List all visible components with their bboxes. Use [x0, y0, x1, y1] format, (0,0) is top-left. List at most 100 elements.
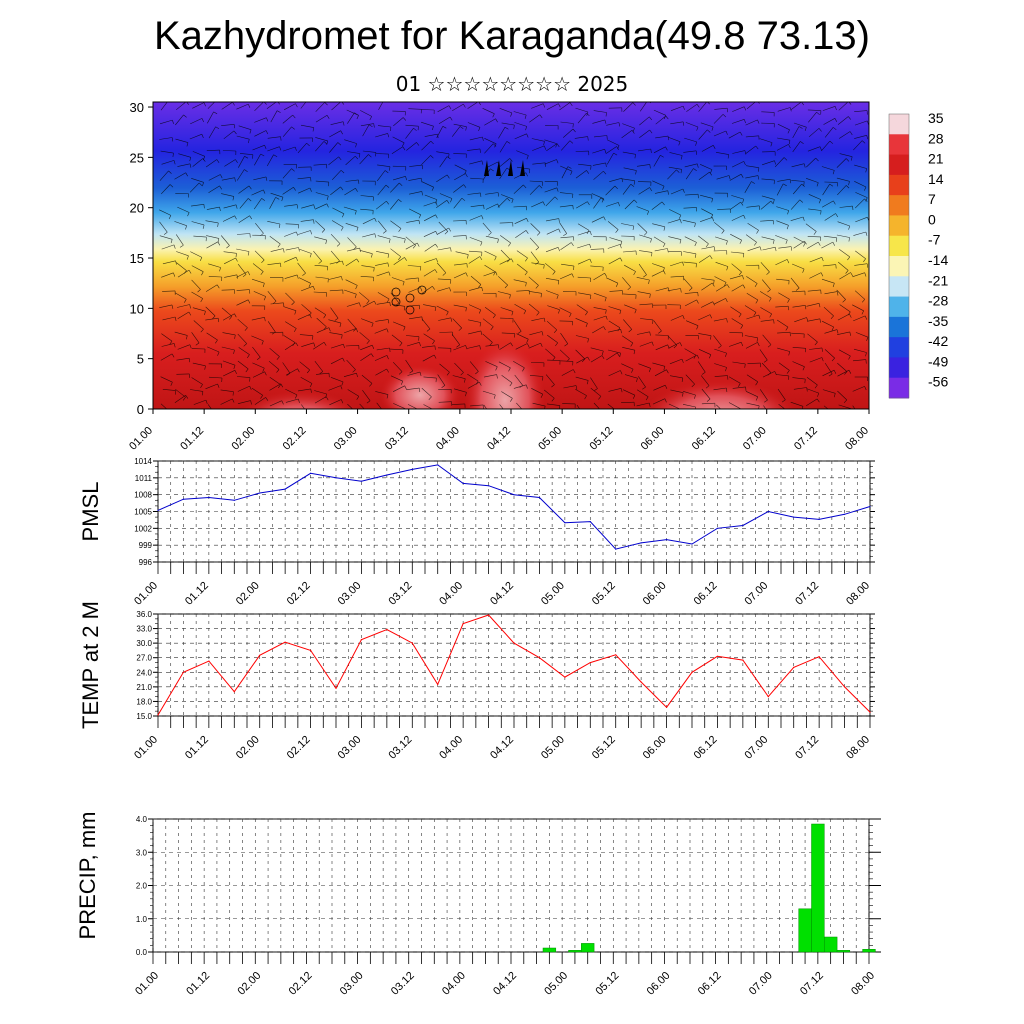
wind-barb	[653, 320, 662, 332]
wind-barb	[667, 169, 677, 180]
wind-barb-flag	[801, 406, 804, 409]
wind-barb	[221, 193, 234, 197]
wind-barb-flag	[803, 242, 806, 247]
wind-barb	[607, 349, 621, 354]
wind-barb	[700, 122, 714, 128]
wind-barb-flag	[369, 383, 373, 387]
wind-barb-flag	[479, 322, 482, 327]
wind-barb	[160, 353, 173, 361]
wind-barb	[329, 399, 342, 406]
wind-barb-flag	[705, 243, 709, 248]
data-point	[386, 628, 388, 631]
wind-barb-flag	[694, 223, 696, 228]
wind-barb-flag	[185, 395, 189, 399]
wind-barb	[482, 318, 494, 327]
wind-barb	[701, 278, 715, 281]
wind-barb	[468, 304, 481, 311]
wind-barb-flag	[738, 313, 742, 318]
wind-barb	[236, 248, 250, 252]
wind-barb-flag	[818, 128, 822, 132]
wind-barb-flag	[464, 378, 466, 383]
wind-barb-flag	[389, 166, 391, 171]
wind-barb	[223, 370, 236, 377]
wind-barb-flag	[366, 300, 370, 304]
wind-barb-flag	[673, 345, 678, 349]
wind-barb-flag	[713, 246, 716, 251]
wind-barb	[668, 166, 682, 170]
wind-barb	[224, 274, 237, 278]
x-tick-label: 01.00	[132, 734, 160, 762]
wind-barb-flag	[728, 175, 731, 180]
wind-barb	[206, 241, 219, 249]
wind-barb-flag	[433, 411, 435, 415]
wind-barb	[793, 387, 807, 390]
precip-bar	[862, 949, 876, 953]
wind-barb	[407, 265, 421, 267]
wind-barb-flag	[342, 260, 344, 265]
wind-barb-flag	[219, 207, 221, 212]
wind-barb-flag	[665, 115, 669, 120]
wind-barb	[205, 220, 219, 224]
wind-barb-flag	[234, 177, 236, 182]
wind-barb	[590, 387, 602, 397]
calm-circle	[417, 285, 427, 295]
wind-barb-flag	[581, 358, 586, 363]
wind-barb	[485, 344, 499, 347]
wind-barb	[713, 335, 722, 346]
wind-barb	[854, 120, 868, 126]
wind-barb-flag	[493, 394, 496, 399]
wind-barb	[701, 246, 715, 250]
wind-barb	[361, 374, 373, 384]
wind-barb-flag	[368, 124, 373, 128]
wind-barb-flag	[785, 239, 788, 244]
wind-barb	[343, 372, 357, 377]
wind-barb-flag	[753, 312, 757, 316]
wind-barb	[499, 108, 513, 114]
wind-barb	[777, 137, 790, 141]
wind-barb	[514, 122, 527, 127]
wind-barb	[421, 345, 435, 348]
wind-barb	[470, 275, 482, 285]
wind-barb	[501, 374, 513, 384]
wind-barb	[513, 384, 527, 389]
wind-barb-flag	[634, 309, 637, 314]
data-point	[259, 492, 261, 494]
wind-barb	[375, 200, 387, 210]
wind-barb	[162, 260, 176, 265]
wind-barb	[484, 306, 496, 316]
wind-barb-flag	[604, 297, 607, 302]
wind-barb-flag	[465, 345, 468, 350]
colorbar-swatch	[889, 114, 909, 135]
wind-barb	[514, 218, 527, 224]
wind-barb-flag	[696, 354, 700, 359]
wind-barb-flag	[417, 242, 420, 247]
wind-barb-flag	[386, 201, 390, 205]
wind-barb-flag	[535, 247, 540, 251]
wind-barb	[684, 299, 697, 307]
wind-barb-flag	[701, 371, 706, 375]
wind-barb	[637, 223, 648, 233]
y-tick-label: 1011	[135, 474, 153, 483]
wind-barb-flag	[742, 275, 744, 280]
wind-barb-flag	[419, 342, 421, 347]
wind-barb	[237, 333, 247, 344]
wind-barb-flag	[461, 197, 466, 201]
wind-barb-flag	[768, 416, 771, 418]
wind-barb	[285, 321, 297, 329]
wind-barb	[469, 286, 482, 291]
colorbar-label: -35	[928, 313, 948, 329]
wind-barb	[744, 335, 758, 339]
wind-barb	[839, 131, 851, 139]
wind-barb-flag	[480, 192, 482, 197]
wind-barb	[745, 391, 758, 398]
wind-barb	[777, 331, 791, 334]
wind-barb	[528, 303, 540, 313]
wind-barb-flag	[620, 370, 623, 375]
wind-barb	[191, 291, 203, 299]
wind-barb	[636, 277, 650, 281]
wind-barb	[745, 342, 758, 349]
wind-barb-flag	[365, 414, 368, 417]
wind-barb-flag	[586, 380, 589, 385]
wind-barb-flag	[504, 284, 508, 289]
wind-barb	[778, 292, 790, 300]
